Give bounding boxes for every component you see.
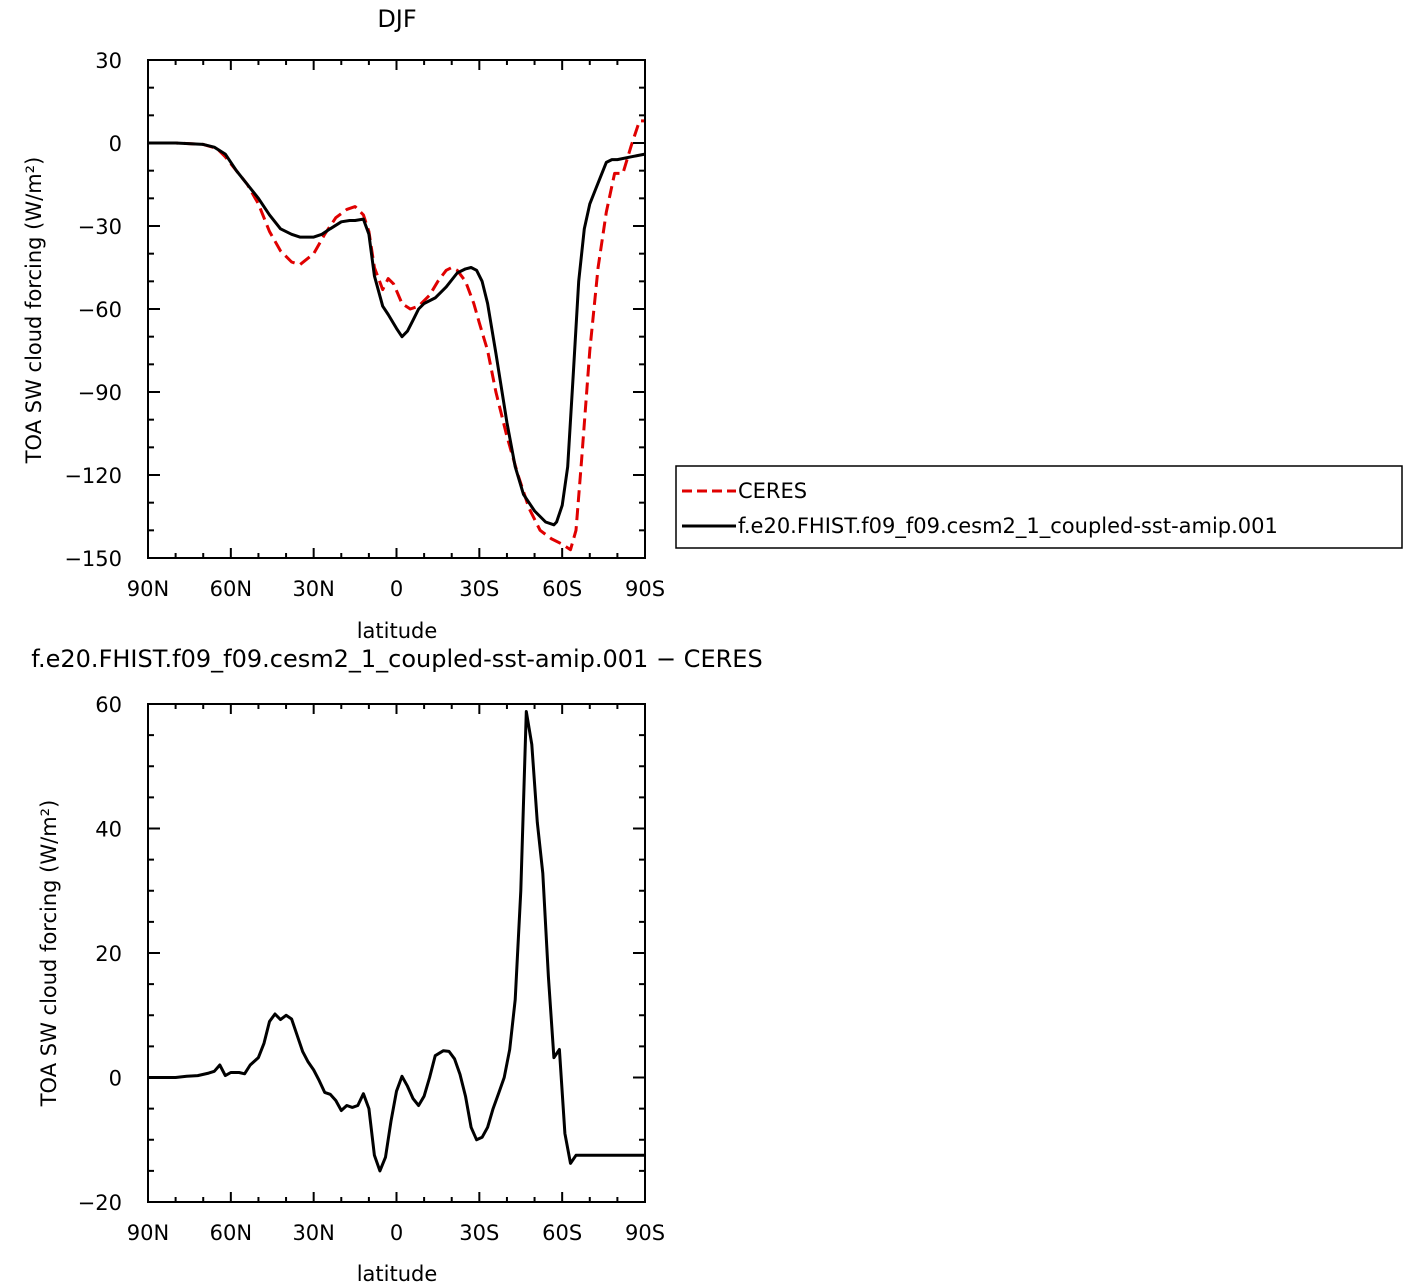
- x-tick-label: 90N: [127, 1221, 169, 1245]
- top-panel-axes: 90N 60N 30N 0 30S 60S 90S 30 0 −30 −60 −90 −120 −150: [64, 49, 665, 601]
- series-line-ceres: [148, 119, 645, 552]
- x-tick-label: 90S: [625, 1221, 665, 1245]
- top-panel-xlabel: latitude: [357, 619, 438, 643]
- top-panel-series: [148, 119, 646, 552]
- y-tick-label: 30: [95, 49, 122, 73]
- y-tick-label: 60: [95, 693, 122, 717]
- bottom-panel-title: f.e20.FHIST.f09_f09.cesm2_1_coupled-sst-…: [31, 645, 762, 673]
- x-tick-label: 90N: [127, 577, 169, 601]
- series-line-difference: [148, 710, 645, 1173]
- bottom-panel-axes: 90N 60N 30N 0 30S 60S 90S 60 40 20 0 −20: [78, 693, 665, 1245]
- x-tick-label: 60N: [210, 1221, 252, 1245]
- top-panel-title: DJF: [377, 5, 416, 33]
- y-tick-label: −30: [78, 215, 122, 239]
- series-line-f-e20-fhist-f09-f09-cesm2-1-co: [148, 141, 646, 527]
- bottom-panel: f.e20.FHIST.f09_f09.cesm2_1_coupled-sst-…: [31, 645, 762, 1286]
- legend: CERES f.e20.FHIST.f09_f09.cesm2_1_couple…: [675, 465, 1403, 549]
- y-tick-label: −90: [78, 381, 122, 405]
- top-panel: DJF 90N 60N 30N 0 30S 60S 90S 30 0 −30 −60 −90 −120 −…: [22, 5, 665, 643]
- legend-label-ceres: CERES: [738, 479, 807, 503]
- y-tick-label: −20: [78, 1191, 122, 1215]
- y-tick-label: 0: [109, 132, 122, 156]
- x-tick-label: 60N: [210, 577, 252, 601]
- y-tick-label: 0: [109, 1067, 122, 1091]
- legend-box: [675, 465, 1403, 549]
- plot-frame: [147, 59, 646, 559]
- bottom-panel-xlabel: latitude: [357, 1262, 438, 1286]
- x-tick-label: 30S: [459, 1221, 499, 1245]
- y-tick-label: −60: [78, 298, 122, 322]
- x-tick-label: 30N: [292, 1221, 334, 1245]
- bottom-panel-series: [148, 710, 645, 1173]
- x-tick-label: 90S: [625, 577, 665, 601]
- top-panel-ylabel: TOA SW cloud forcing (W/m²): [22, 157, 46, 465]
- legend-label-model: f.e20.FHIST.f09_f09.cesm2_1_coupled-sst-…: [738, 514, 1278, 539]
- x-tick-label: 60S: [542, 1221, 582, 1245]
- x-tick-label: 30N: [292, 577, 334, 601]
- y-tick-label: −120: [64, 464, 122, 488]
- y-tick-label: −150: [64, 547, 122, 571]
- y-tick-label: 20: [95, 942, 122, 966]
- plot-frame: [147, 703, 646, 1203]
- x-tick-label: 30S: [459, 577, 499, 601]
- x-tick-label: 0: [390, 1221, 403, 1245]
- x-tick-label: 60S: [542, 577, 582, 601]
- y-tick-label: 40: [95, 818, 122, 842]
- bottom-panel-ylabel: TOA SW cloud forcing (W/m²): [37, 800, 61, 1108]
- x-tick-label: 0: [390, 577, 403, 601]
